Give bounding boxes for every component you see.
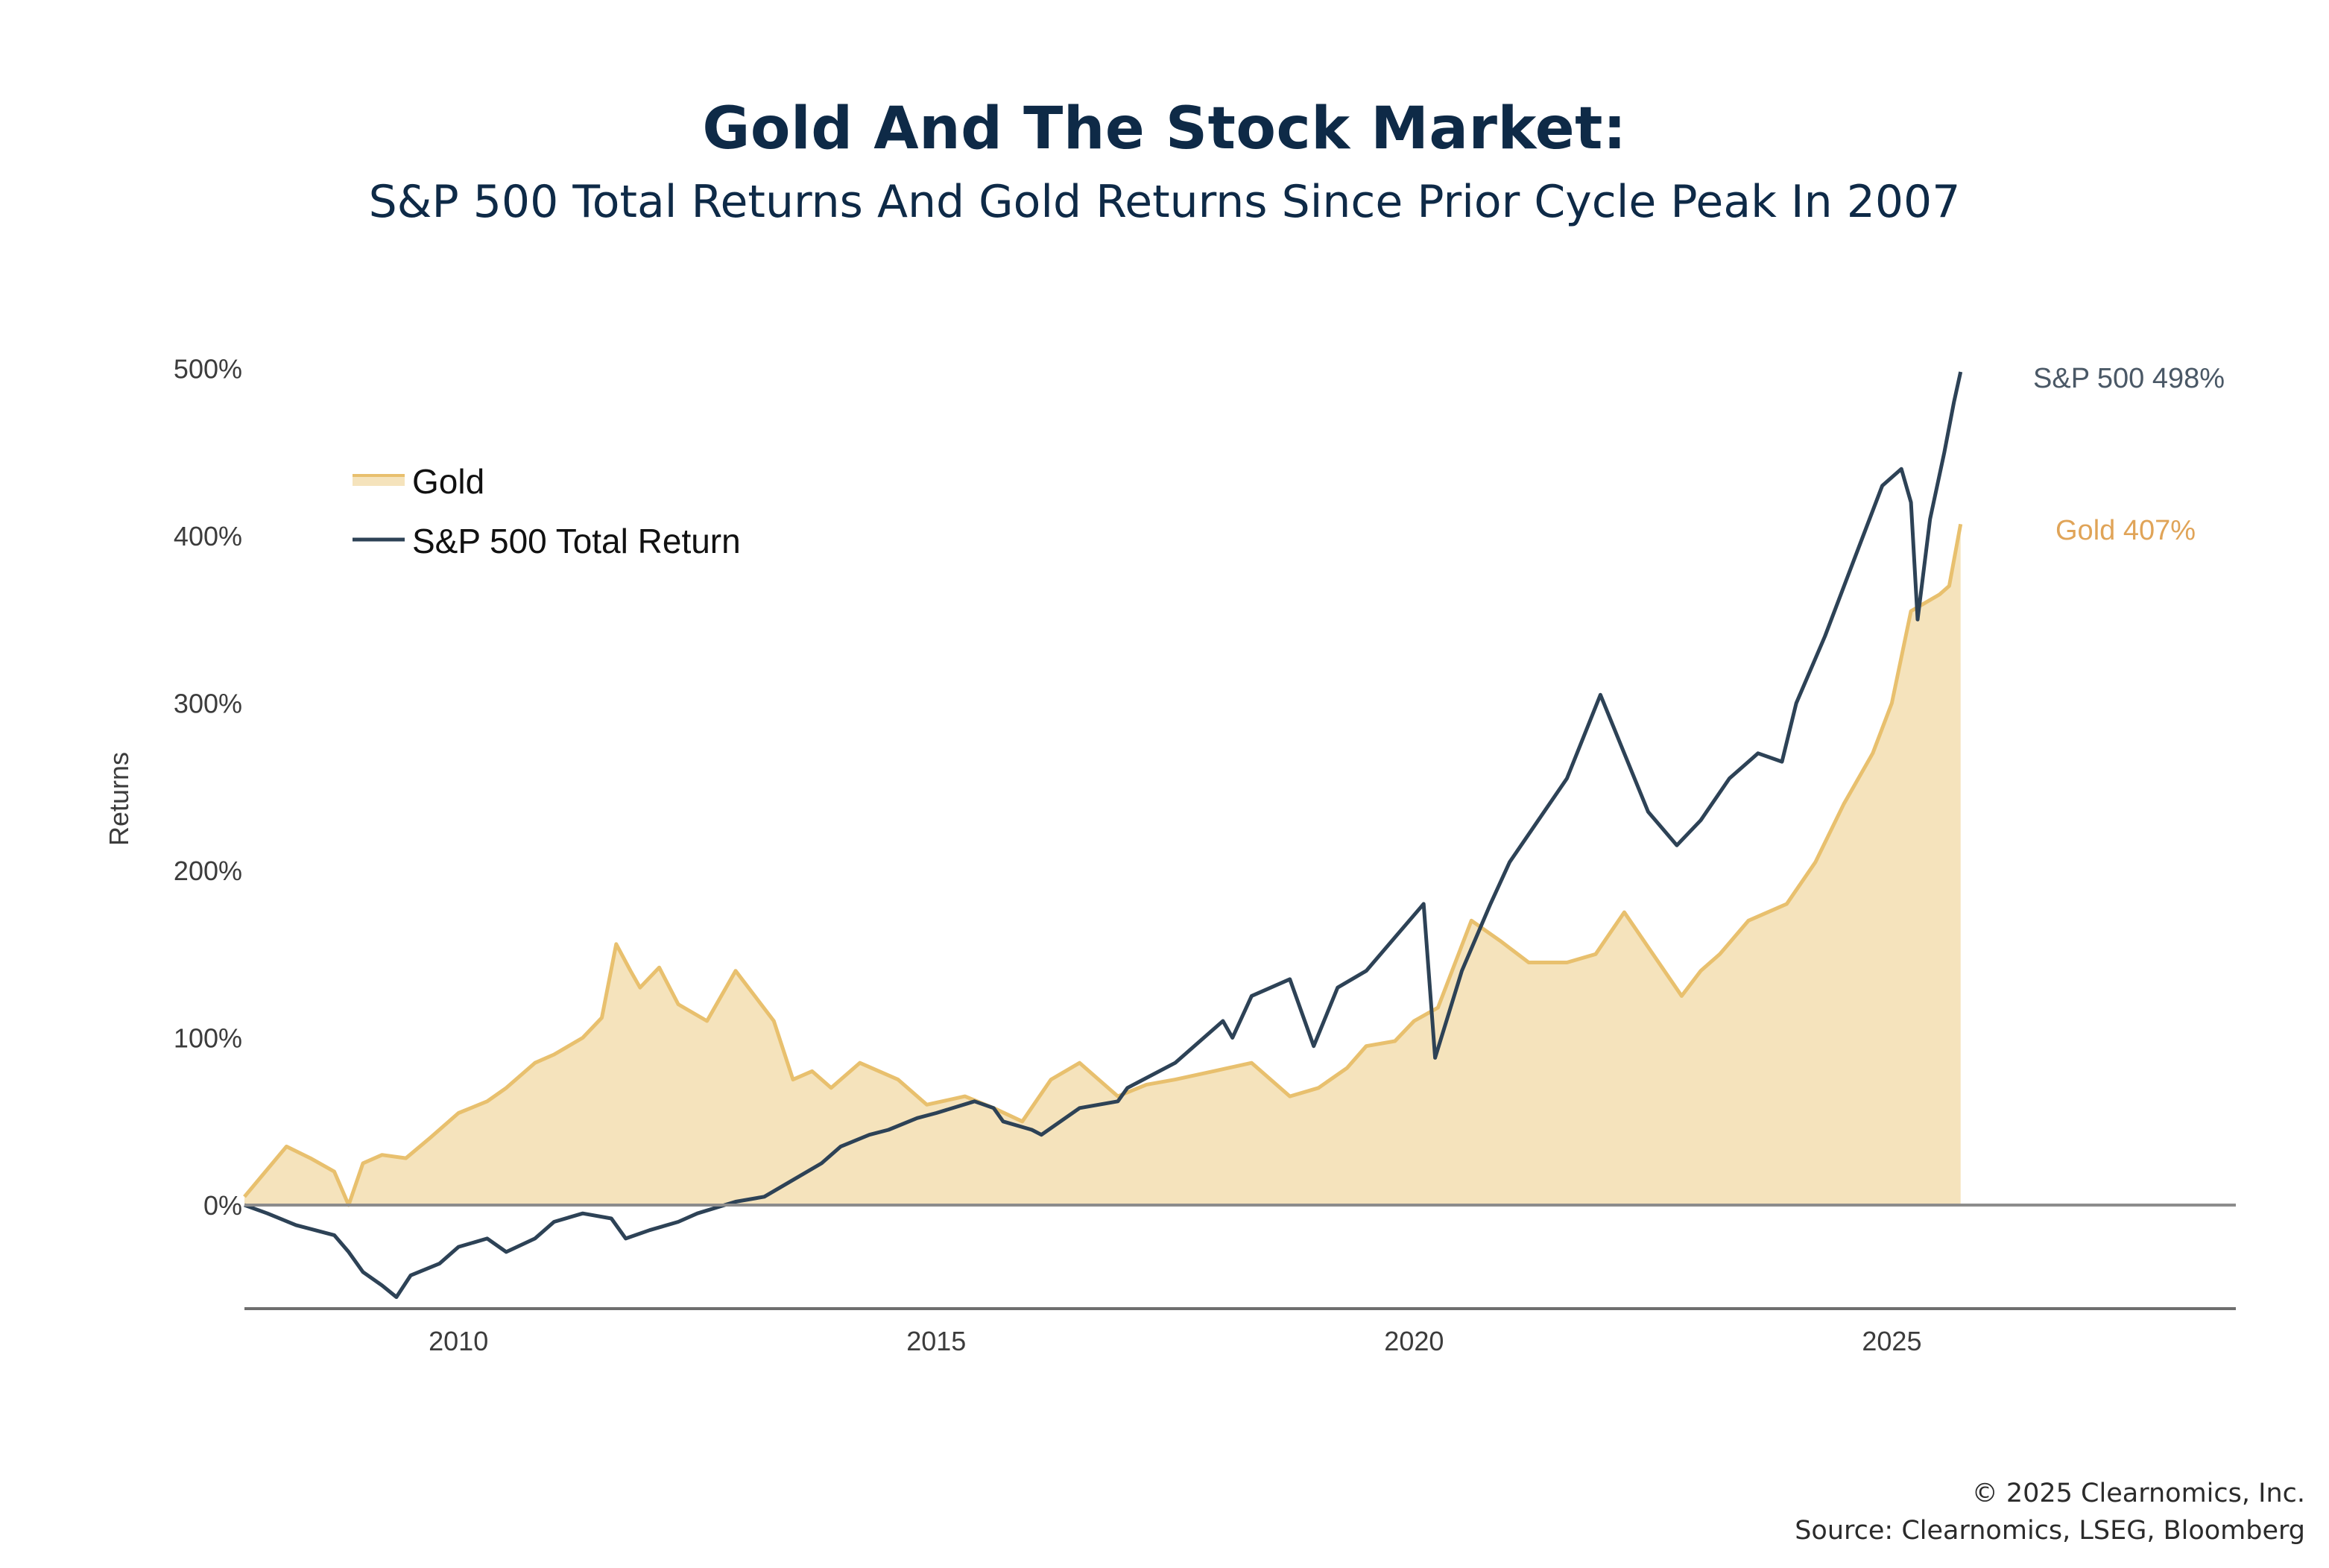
x-tick-label: 2010 [429,1326,488,1356]
legend-label-gold: Gold [412,462,484,501]
x-axis-ticks: 2010 2015 2020 2025 [429,1326,1921,1356]
y-axis-ticks: 0% 100% 200% 300% 400% 500% [174,354,242,1221]
gold-area [244,524,1961,1205]
gold-line [243,523,1963,1207]
y-tick-label: 400% [174,521,242,551]
end-label-gold: Gold 407% [2055,515,2196,546]
y-tick-label: 0% [203,1190,242,1221]
chart-subtitle: S&P 500 Total Returns And Gold Returns S… [368,176,1961,228]
sp500-line [244,371,1963,1299]
plot-area [243,371,1963,1299]
end-label-sp500: S&P 500 498% [2033,363,2225,394]
source-text: Source: Clearnomics, LSEG, Bloomberg [1795,1516,2305,1546]
y-tick-label: 100% [174,1023,242,1054]
x-tick-label: 2015 [906,1326,966,1356]
y-axis-label: Returns [104,752,134,846]
y-tick-label: 300% [174,689,242,719]
x-tick-label: 2025 [1862,1326,1921,1356]
y-tick-label: 500% [174,354,242,385]
legend: Gold S&P 500 Total Return [353,462,741,560]
legend-label-sp500: S&P 500 Total Return [412,522,741,560]
y-tick-label: 200% [174,856,242,886]
copyright-text: © 2025 Clearnomics, Inc. [1971,1479,2305,1508]
x-tick-label: 2020 [1384,1326,1444,1356]
chart-title: Gold And The Stock Market: [702,95,1627,162]
